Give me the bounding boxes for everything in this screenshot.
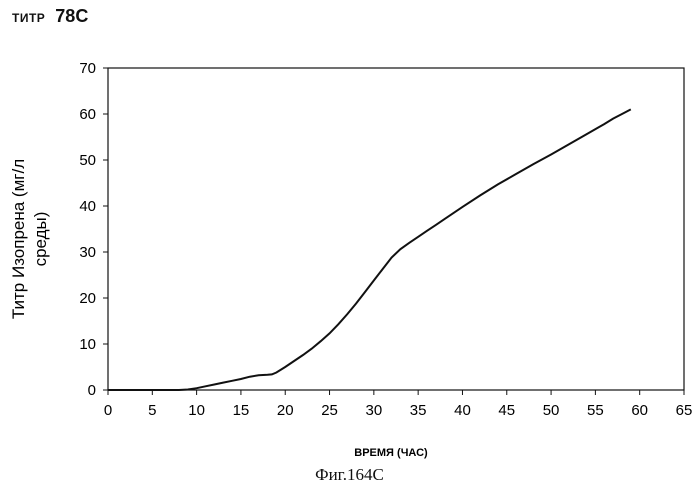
x-tick-label: 10 bbox=[188, 402, 205, 419]
y-tick-label: 20 bbox=[79, 290, 96, 307]
isoprene-titer-line bbox=[108, 109, 631, 390]
x-tick-label: 65 bbox=[676, 402, 693, 419]
y-tick-label: 60 bbox=[79, 106, 96, 123]
y-tick-label: 10 bbox=[79, 336, 96, 353]
x-tick-label: 25 bbox=[321, 402, 338, 419]
y-axis-label-line: Титр Изопрена (мг/л bbox=[9, 159, 28, 319]
y-tick-label: 50 bbox=[79, 152, 96, 169]
y-axis-ticks: 0 10 20 30 40 50 60 70 bbox=[79, 60, 108, 399]
y-tick-label: 70 bbox=[79, 60, 96, 77]
figure-caption: Фиг.164С bbox=[0, 465, 699, 485]
x-tick-label: 45 bbox=[498, 402, 515, 419]
x-axis-ticks: 0 5 10 15 20 25 30 35 40 45 50 55 60 65 bbox=[104, 390, 693, 419]
x-tick-label: 15 bbox=[233, 402, 250, 419]
x-tick-label: 0 bbox=[104, 402, 112, 419]
x-axis-label: ВРЕМЯ (ЧАС) bbox=[354, 447, 428, 459]
y-axis-label: Титр Изопрена (мг/лсреды) bbox=[9, 159, 50, 319]
x-tick-label: 20 bbox=[277, 402, 294, 419]
y-tick-label: 30 bbox=[79, 244, 96, 261]
x-tick-label: 35 bbox=[410, 402, 427, 419]
line-chart: Титр Изопрена (мг/лсреды) 01020304050607… bbox=[0, 0, 699, 460]
x-tick-label: 60 bbox=[631, 402, 648, 419]
x-tick-label: 40 bbox=[454, 402, 471, 419]
x-tick-label: 50 bbox=[543, 402, 560, 419]
y-tick-label: 40 bbox=[79, 198, 96, 215]
plot-area bbox=[108, 68, 684, 390]
y-tick-label: 0 bbox=[88, 382, 96, 399]
x-tick-label: 55 bbox=[587, 402, 604, 419]
y-axis-label-line: среды) bbox=[31, 212, 50, 267]
x-tick-label: 5 bbox=[148, 402, 156, 419]
x-tick-label: 30 bbox=[366, 402, 383, 419]
